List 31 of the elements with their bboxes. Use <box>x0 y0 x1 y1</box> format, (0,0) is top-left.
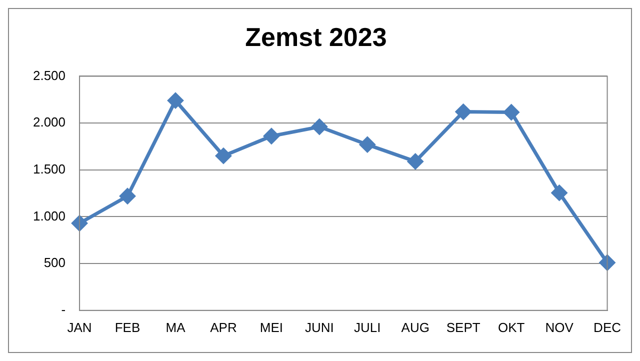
x-tick-label: SEPT <box>446 320 480 335</box>
point <box>168 92 184 108</box>
point <box>264 128 280 144</box>
y-tick-label: - <box>61 302 66 317</box>
y-tick-label: 1.500 <box>32 161 66 176</box>
point <box>456 104 472 120</box>
x-tick-label: NOV <box>545 320 574 335</box>
x-tick-label: JAN <box>67 320 92 335</box>
y-tick-label: 500 <box>44 255 66 270</box>
x-tick-label: MA <box>166 320 186 335</box>
chart-title: Zemst 2023 <box>245 22 387 52</box>
y-tick-label: 2.000 <box>32 114 66 130</box>
y-tick-label: 2.500 <box>32 68 66 83</box>
point <box>600 254 616 270</box>
y-tick-label: 1.000 <box>32 208 66 224</box>
x-tick-label: APR <box>210 320 237 335</box>
point <box>72 216 88 232</box>
point <box>312 119 328 135</box>
x-tick-label: DEC <box>594 320 622 335</box>
x-tick-label: JULI <box>354 320 381 335</box>
x-tick-label: JUNI <box>304 320 334 335</box>
point <box>360 136 376 152</box>
x-tick-label: MEI <box>260 320 283 335</box>
point <box>120 188 136 204</box>
point <box>408 154 424 170</box>
point <box>216 148 232 164</box>
x-tick-label: OKT <box>498 320 525 335</box>
point <box>552 185 568 201</box>
point <box>504 104 520 120</box>
x-tick-label: AUG <box>401 320 430 335</box>
x-tick-label: FEB <box>114 320 140 335</box>
